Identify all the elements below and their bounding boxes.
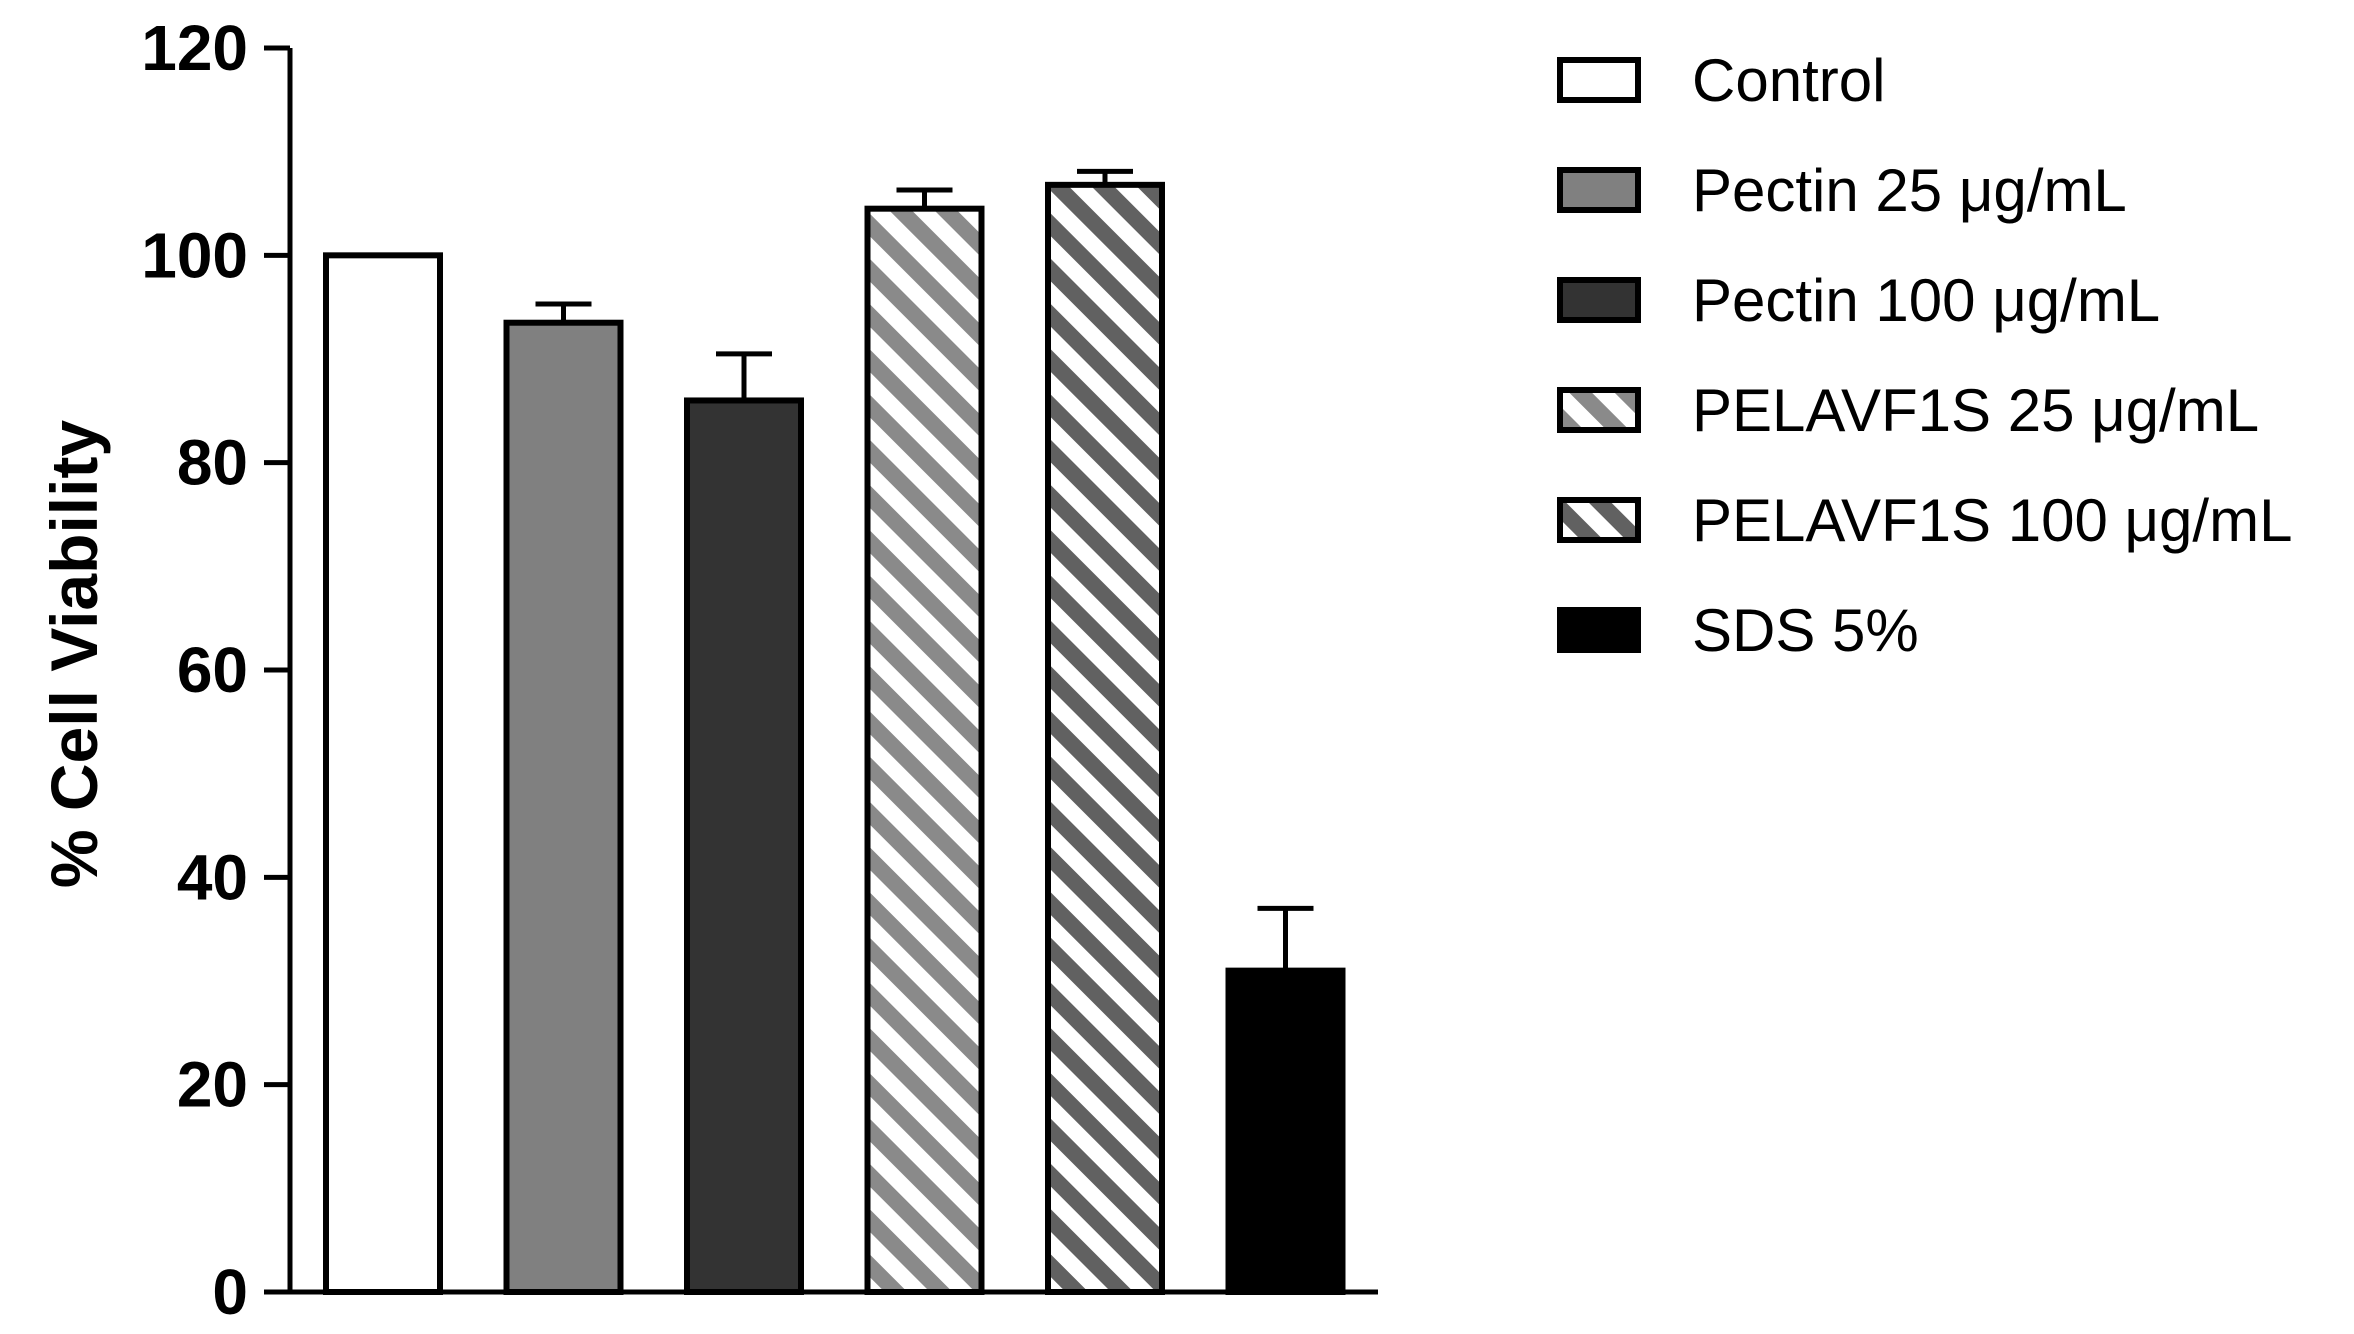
y-tick-label: 120 [141,12,248,84]
y-tick-label: 100 [141,219,248,291]
y-tick-label: 20 [177,1049,248,1121]
legend-label: Pectin 100 μg/mL [1692,267,2160,334]
bar [323,252,443,1295]
bars [323,181,1346,1296]
axes [287,48,1378,1295]
legend-swatch [1557,57,1641,103]
y-axis-label: % Cell Viability [37,420,111,889]
legend-label: PELAVF1S 100 μg/mL [1692,487,2292,554]
legend-swatch [1557,387,1641,433]
legend-swatch [1557,497,1641,543]
legend-label: PELAVF1S 25 μg/mL [1692,377,2259,444]
legend: Control Pectin 25 μg/mL Pectin 100 μg/mL PE… [1557,47,2292,664]
y-tick-label: 0 [212,1256,248,1328]
bar [684,397,804,1295]
legend-label: Control [1692,47,1885,114]
legend-label: Pectin 25 μg/mL [1692,157,2127,224]
bar [1225,967,1346,1296]
y-tick-label: 60 [177,634,248,706]
y-tick-label: 40 [177,841,248,913]
legend-label: SDS 5% [1692,597,1919,664]
bar [503,319,624,1295]
bar [1045,181,1165,1296]
legend-swatch [1557,167,1641,213]
y-tick-label: 80 [177,427,248,499]
bar [864,205,985,1295]
legend-swatch [1557,277,1641,323]
legend-swatch [1557,607,1641,653]
y-ticks: 0 20 40 60 80 100 120 [141,12,290,1328]
error-bars [535,168,1314,971]
